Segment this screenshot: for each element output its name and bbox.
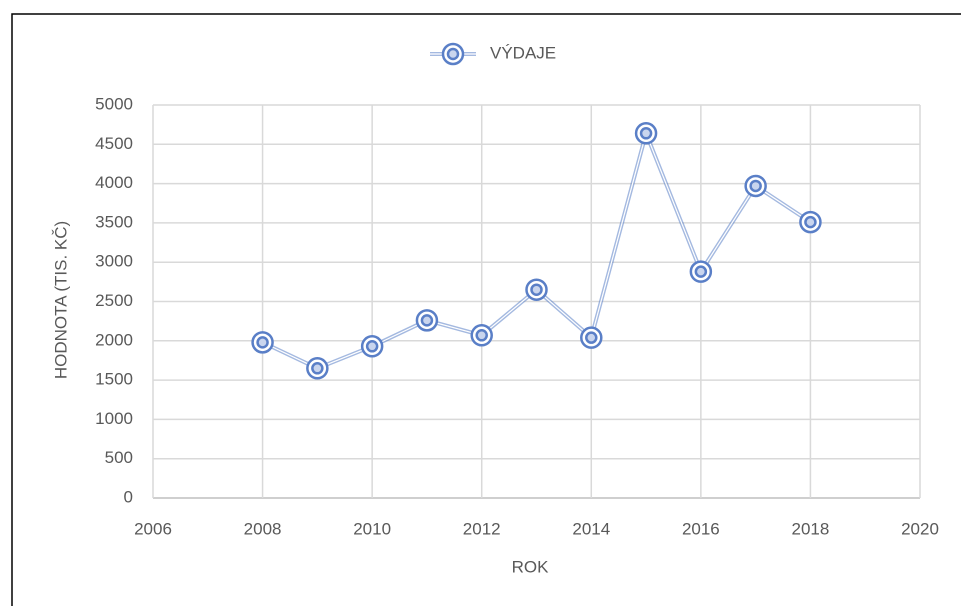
marker-ring (420, 314, 434, 327)
marker-ring (365, 340, 379, 353)
x-tick-label: 2008 (244, 519, 282, 538)
marker (470, 324, 493, 347)
y-tick-label: 3000 (95, 252, 133, 271)
marker (306, 357, 329, 380)
marker (525, 278, 548, 301)
x-tick-label: 2006 (134, 519, 172, 538)
marker-ring (639, 127, 653, 140)
y-tick-label: 500 (105, 448, 133, 467)
marker (580, 326, 603, 349)
y-tick-label: 1000 (95, 409, 133, 428)
marker-ring (446, 47, 460, 61)
marker-ring (585, 331, 598, 344)
y-tick-label: 5000 (95, 94, 133, 113)
marker-ring (256, 336, 269, 349)
y-tick-label: 4500 (95, 134, 133, 153)
marker (360, 335, 384, 358)
x-tick-label: 2014 (572, 519, 610, 538)
marker-ring (804, 215, 817, 229)
x-tick-label: 2020 (901, 519, 939, 538)
y-axis-label: HODNOTA (TIS. KČ) (51, 221, 70, 379)
x-tick-label: 2016 (682, 519, 720, 538)
legend-label: VÝDAJE (490, 43, 556, 62)
x-tick-label: 2010 (353, 519, 391, 538)
marker-ring (694, 265, 708, 278)
marker (441, 42, 465, 66)
y-tick-label: 1500 (95, 370, 133, 389)
y-tick-label: 0 (124, 487, 133, 506)
marker-ring (749, 179, 762, 193)
y-tick-label: 4000 (95, 173, 133, 192)
marker (799, 210, 822, 234)
marker-ring (530, 283, 543, 296)
y-tick-label: 2000 (95, 330, 133, 349)
x-tick-label: 2012 (463, 519, 501, 538)
chart-frame (11, 13, 961, 611)
y-tick-label: 3500 (95, 212, 133, 231)
marker-ring (475, 329, 488, 342)
marker (251, 331, 274, 354)
x-tick-label: 2018 (792, 519, 830, 538)
marker (689, 260, 713, 283)
marker-ring (311, 362, 324, 375)
x-axis-label: ROK (512, 557, 550, 576)
y-tick-label: 2500 (95, 291, 133, 310)
marker (744, 174, 767, 198)
marker (415, 309, 439, 332)
marker (634, 122, 658, 145)
